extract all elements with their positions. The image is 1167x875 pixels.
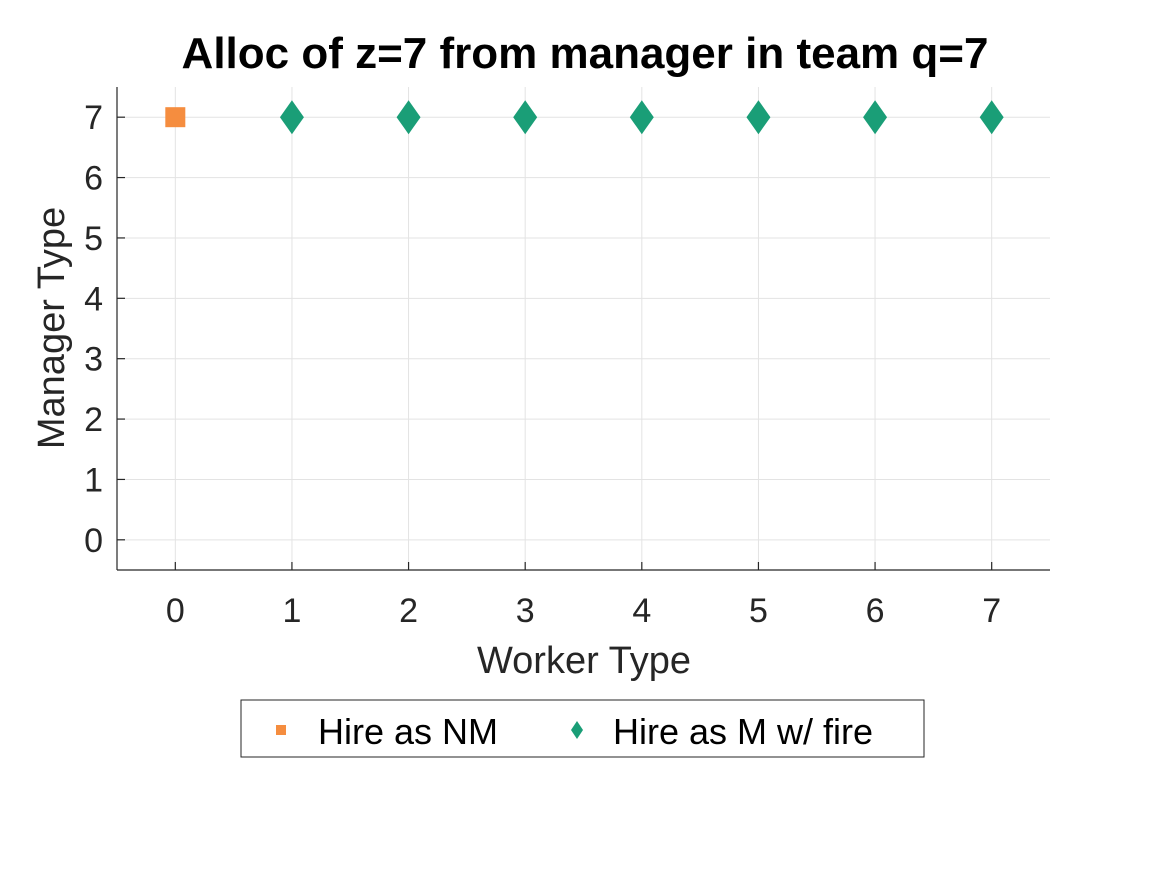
chart-title: Alloc of z=7 from manager in team q=7 xyxy=(182,29,989,78)
marker-hire-as-m-w-fire xyxy=(396,100,421,135)
x-tick-label: 0 xyxy=(166,592,185,630)
x-tick-label: 4 xyxy=(632,592,651,630)
x-axis-label: Worker Type xyxy=(477,640,691,682)
marker-hire-as-m-w-fire xyxy=(279,100,304,135)
marker-hire-as-m-w-fire xyxy=(629,100,654,135)
y-tick-labels: 0 1 2 3 4 5 6 7 xyxy=(84,99,103,560)
y-tick-label: 7 xyxy=(84,99,103,137)
marker-hire-as-nm xyxy=(165,107,186,128)
x-tick-label: 7 xyxy=(982,592,1001,630)
legend-box xyxy=(240,699,925,758)
marker-hire-as-m-w-fire xyxy=(746,100,771,135)
marker-hire-as-m-w-fire xyxy=(979,100,1004,135)
y-tick-label: 5 xyxy=(84,220,103,258)
legend-label-hire-as-m-w-fire: Hire as M w/ fire xyxy=(613,711,873,752)
y-axis-label: Manager Type xyxy=(31,207,73,449)
x-tick-label: 6 xyxy=(866,592,885,630)
grid xyxy=(117,87,1050,570)
marker-hire-as-m-w-fire xyxy=(863,100,888,135)
y-tick-label: 1 xyxy=(84,461,103,499)
y-tick-label: 0 xyxy=(84,522,103,560)
legend-label-hire-as-nm: Hire as NM xyxy=(318,711,498,752)
x-tick-label: 1 xyxy=(282,592,301,630)
x-tick-label: 3 xyxy=(516,592,535,630)
x-tick-labels: 0 1 2 3 4 5 6 7 xyxy=(166,592,1001,630)
marker-hire-as-m-w-fire xyxy=(513,100,538,135)
x-tick-label: 2 xyxy=(399,592,418,630)
legend-marker-hire-as-m-w-fire xyxy=(571,721,583,739)
y-tick-label: 3 xyxy=(84,341,103,379)
y-tick-label: 4 xyxy=(84,280,103,318)
legend-marker-hire-as-nm xyxy=(276,725,286,735)
y-tick-label: 6 xyxy=(84,160,103,198)
legend: Hire as NM Hire as M w/ fire xyxy=(240,699,925,758)
y-tick-label: 2 xyxy=(84,401,103,439)
x-tick-label: 5 xyxy=(749,592,768,630)
data-markers xyxy=(165,100,1004,135)
